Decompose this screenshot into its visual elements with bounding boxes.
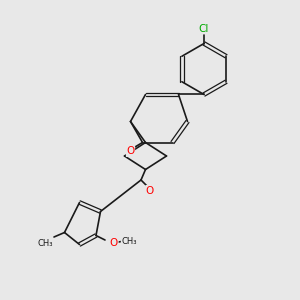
Text: O: O: [110, 238, 118, 248]
Text: Cl: Cl: [199, 23, 209, 34]
Text: CH₃: CH₃: [121, 237, 137, 246]
Text: O: O: [126, 146, 135, 157]
Text: CH₃: CH₃: [37, 238, 53, 247]
Text: O: O: [146, 185, 154, 196]
